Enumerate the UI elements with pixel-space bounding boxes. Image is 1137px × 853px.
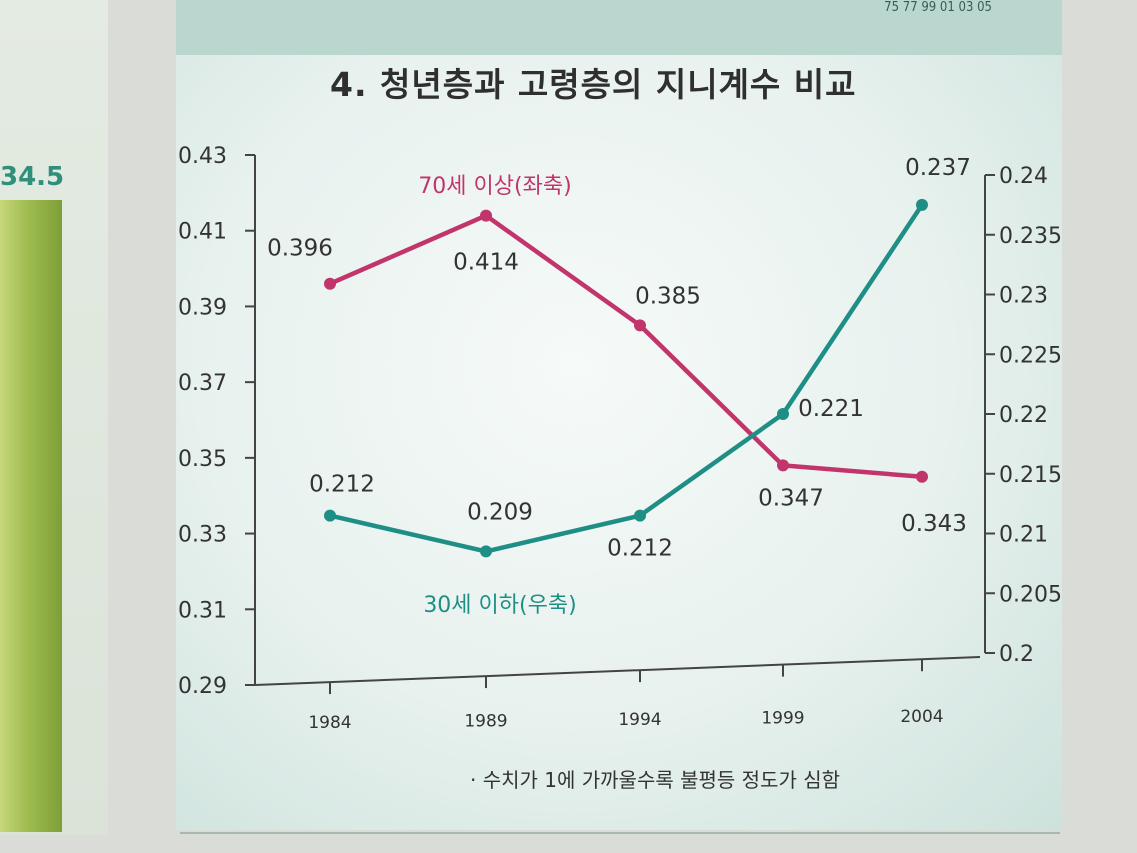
left-axis-tick-label: 0.41	[178, 220, 227, 245]
data-label: 0.343	[901, 511, 967, 537]
top-strip: 75 77 99 01 03 05	[176, 0, 1062, 55]
series-point	[324, 509, 336, 522]
x-axis-tick-label: 1989	[464, 712, 507, 732]
series-point	[916, 198, 928, 211]
left-axis-tick-label: 0.29	[178, 674, 227, 699]
series-point	[777, 459, 789, 472]
left-axis-tick-label: 0.33	[178, 523, 227, 548]
left-axis-tick-label: 0.39	[178, 295, 227, 320]
data-label: 0.385	[635, 283, 701, 309]
left-axis-tick-label: 0.35	[178, 447, 227, 472]
series-name-elderly: 70세 이상(좌축)	[418, 174, 571, 199]
left-chart-bar	[0, 200, 62, 832]
x-axis-tick-label: 2004	[900, 707, 943, 727]
series-point	[634, 319, 646, 332]
left-axis-tick-label: 0.37	[178, 371, 227, 396]
footnote: · 수치가 1에 가까울수록 불평등 정도가 심함	[470, 768, 841, 792]
series-line-elderly	[327, 213, 925, 480]
right-axis-tick-label: 0.22	[999, 403, 1048, 428]
x-axis-tick-label: 1994	[618, 710, 661, 730]
series-point	[480, 545, 492, 558]
top-strip-ticks: 75 77 99 01 03 05	[884, 0, 992, 15]
axes: 0.29 0.31 0.33 0.35 0.37 0.39 0.41 0.43 1984 1989…	[178, 144, 1062, 733]
series-name-youth: 30세 이하(우축)	[423, 593, 576, 618]
right-axis-tick-label: 0.21	[999, 523, 1048, 548]
right-axis-tick-label: 0.235	[999, 224, 1062, 249]
card-bottom-edge	[180, 832, 1060, 834]
left-axis-tick-label: 0.31	[178, 598, 227, 623]
x-axis-line	[254, 656, 981, 686]
right-axis-tick-label: 0.225	[999, 343, 1062, 368]
data-label: 0.212	[607, 536, 673, 562]
right-axis-tick-label: 0.23	[999, 284, 1048, 309]
series-point	[777, 408, 789, 420]
data-label: 0.396	[267, 236, 333, 262]
data-label: 0.237	[905, 155, 971, 181]
x-axis-tick-label: 1999	[761, 709, 804, 729]
chart-card	[176, 55, 1062, 830]
chart-title: 4. 청년층과 고령층의 지니계수 비교	[330, 65, 857, 104]
right-axis-tick-label: 0.2	[999, 642, 1034, 667]
right-axis-tick-label: 0.205	[999, 582, 1062, 607]
data-label: 0.347	[758, 485, 824, 511]
left-chart-value: 34.5	[0, 162, 65, 192]
series-lines	[324, 198, 928, 558]
data-label: 0.414	[453, 250, 519, 276]
data-labels: 0.396 0.414 0.385 0.347 0.343 0.212 0.209 0.212…	[267, 155, 971, 618]
series-point	[916, 470, 928, 483]
right-axis-tick-label: 0.24	[999, 164, 1048, 189]
series-point	[480, 209, 492, 222]
data-label: 0.212	[309, 472, 375, 498]
data-label: 0.221	[798, 396, 864, 422]
left-axis-tick-label: 0.43	[178, 144, 227, 169]
right-axis-tick-label: 0.215	[999, 463, 1062, 488]
data-label: 0.209	[467, 499, 533, 525]
x-axis-tick-label: 1984	[308, 713, 351, 733]
series-point	[324, 277, 336, 290]
series-line-youth	[327, 202, 925, 554]
series-point	[634, 509, 646, 522]
